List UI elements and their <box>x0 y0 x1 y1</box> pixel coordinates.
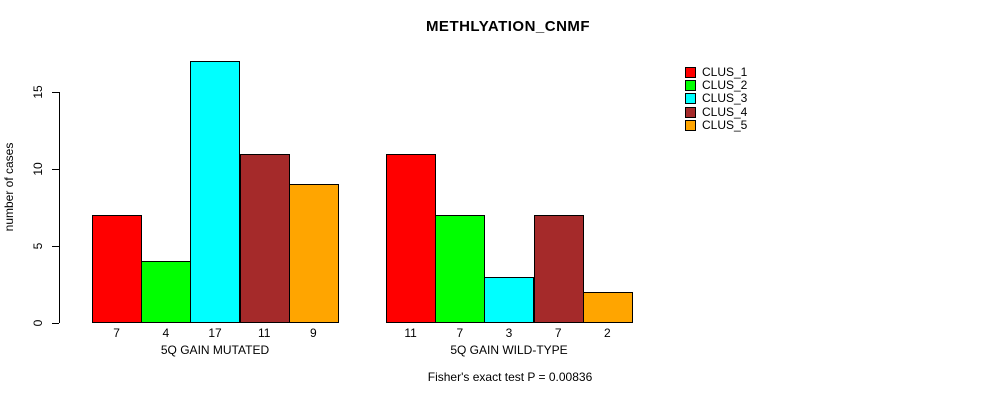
bar-value-label: 11 <box>257 326 271 340</box>
bar-value-label: 2 <box>604 326 611 340</box>
bar-value-label: 7 <box>113 326 120 340</box>
x-group-label: 5Q GAIN MUTATED <box>160 343 270 357</box>
legend-label: CLUS_1 <box>702 65 748 79</box>
legend-swatch-clus_5 <box>685 119 696 131</box>
bar-clus_5 <box>289 184 339 323</box>
bar-clus_5 <box>583 292 633 323</box>
y-tick-mark <box>52 323 59 324</box>
y-tick-mark <box>52 169 59 170</box>
legend-swatch-clus_4 <box>685 106 696 118</box>
y-axis-line <box>59 92 60 323</box>
annotation-text: Fisher's exact test P = 0.00836 <box>427 370 593 384</box>
bar-clus_3 <box>484 277 534 323</box>
y-tick-label: 5 <box>31 242 45 250</box>
y-tick-label: 10 <box>31 162 45 176</box>
legend-label: CLUS_2 <box>702 78 748 93</box>
bar-value-label: 3 <box>505 326 513 340</box>
bar-value-label: 17 <box>208 326 222 340</box>
y-tick-mark <box>52 92 59 93</box>
bar-value-label: 7 <box>456 326 464 340</box>
bar-clus_3 <box>190 61 240 323</box>
chart-title: METHLYATION_CNMF <box>425 18 591 35</box>
bar-value-label: 9 <box>310 326 317 340</box>
bar-clus_4 <box>240 154 290 323</box>
y-axis-label: number of cases <box>2 142 16 232</box>
bar-clus_4 <box>534 215 584 323</box>
legend-label: CLUS_3 <box>702 91 748 106</box>
bar-value-label: 4 <box>162 326 170 340</box>
legend-swatch-clus_3 <box>685 93 696 105</box>
legend-swatch-clus_1 <box>685 67 696 78</box>
bar-clus_2 <box>435 215 485 323</box>
bar-clus_1 <box>92 215 142 323</box>
y-tick-label: 0 <box>31 319 45 327</box>
legend-swatch-clus_2 <box>685 80 696 92</box>
y-tick-mark <box>52 246 59 247</box>
y-tick-label: 15 <box>31 85 45 99</box>
bar-value-label: 7 <box>554 326 562 340</box>
x-group-label: 5Q GAIN WILD-TYPE <box>450 343 568 357</box>
bar-clus_1 <box>386 154 436 323</box>
bar-value-label: 11 <box>404 326 417 340</box>
bar-clus_2 <box>141 261 191 323</box>
legend-label: CLUS_5 <box>702 117 748 132</box>
legend-label: CLUS_4 <box>702 104 748 119</box>
